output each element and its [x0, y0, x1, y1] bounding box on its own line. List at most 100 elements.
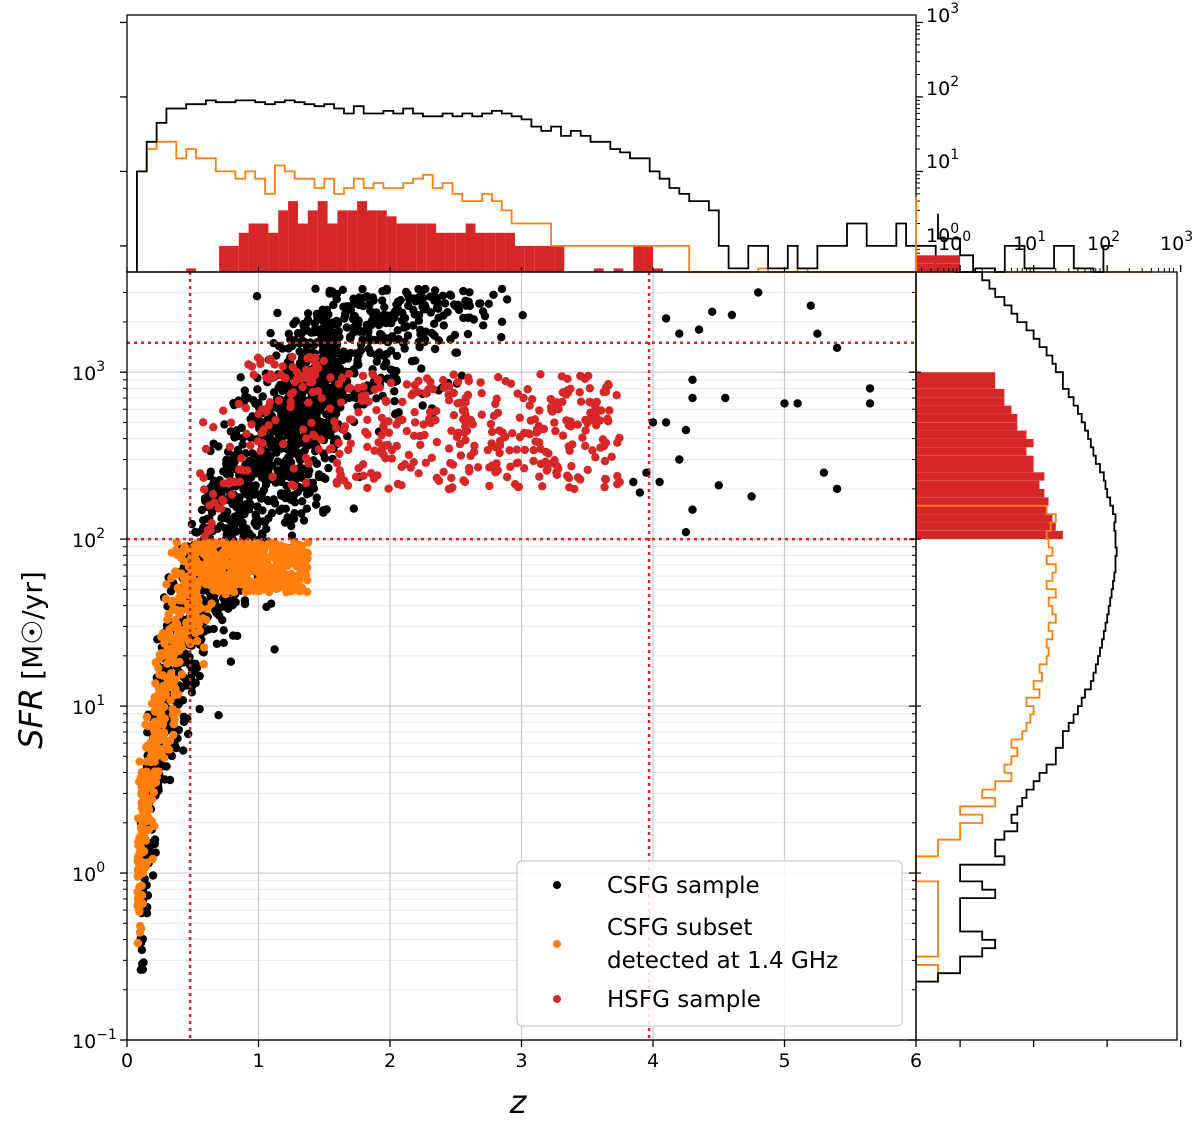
top-hist-bar-hsfg	[367, 210, 377, 272]
csfg-subset-point	[176, 636, 185, 645]
csfg-point	[299, 464, 308, 474]
hsfg-point	[268, 472, 277, 482]
csfg-point	[340, 312, 349, 321]
hsfg-point	[361, 427, 370, 437]
csfg-point	[661, 418, 671, 427]
csfg-point	[252, 292, 262, 301]
csfg-point	[224, 514, 233, 523]
hsfg-point	[208, 489, 218, 499]
hsfg-point	[327, 444, 336, 453]
x-tick-label-2: 2	[384, 1050, 396, 1072]
hsfg-point	[470, 441, 479, 450]
hsfg-point	[491, 443, 500, 452]
legend-marker-csfg	[553, 881, 561, 889]
csfg-point	[403, 331, 413, 340]
top-hist-bar-hsfg	[505, 232, 515, 272]
csfg-point	[283, 456, 293, 465]
csfg-subset-point	[165, 736, 175, 745]
csfg-point	[371, 350, 381, 359]
hsfg-point	[353, 383, 363, 393]
hsfg-point	[548, 459, 557, 468]
hsfg-point	[554, 464, 563, 473]
top-hist-bar-hsfg	[653, 268, 663, 272]
y-tick-label-0: 10−1	[72, 1027, 117, 1053]
csfg-point	[151, 848, 160, 857]
hsfg-point	[398, 397, 407, 407]
top-right-tick-label-2: 102	[926, 74, 959, 100]
hsfg-point	[562, 416, 571, 425]
hsfg-point	[402, 380, 412, 389]
hsfg-point	[536, 425, 545, 434]
csfg-point	[661, 314, 671, 323]
hsfg-point	[546, 403, 556, 412]
csfg-point	[236, 516, 245, 526]
hsfg-point	[529, 456, 538, 466]
csfg-point	[865, 399, 875, 408]
csfg-point	[655, 477, 664, 487]
top-hist-bar-hsfg	[524, 245, 535, 272]
csfg-subset-point	[286, 544, 295, 554]
hsfg-point	[576, 397, 586, 406]
hsfg-point	[446, 459, 455, 468]
top-hist-bar-hsfg	[307, 210, 318, 272]
csfg-point	[430, 344, 440, 354]
hsfg-point	[274, 396, 284, 405]
csfg-subset-point	[173, 628, 183, 638]
csfg-point	[302, 504, 311, 513]
csfg-point	[222, 459, 231, 468]
top-histogram-right-tick-labels: 103 102 101 100	[926, 1, 959, 247]
csfg-point	[480, 311, 490, 321]
hsfg-point	[241, 403, 250, 413]
hsfg-point	[543, 464, 552, 473]
top-hist-bar-hsfg	[386, 216, 397, 272]
hsfg-point	[477, 410, 486, 419]
legend: CSFG sample CSFG subset detected at 1.4 …	[516, 860, 903, 1027]
csfg-point	[245, 529, 254, 538]
csfg-point	[675, 455, 684, 464]
csfg-point	[392, 351, 402, 361]
hsfg-point	[331, 423, 341, 433]
hsfg-point	[515, 432, 525, 442]
csfg-point	[295, 339, 304, 348]
right-histogram-bars	[915, 196, 1118, 983]
csfg-subset-point	[192, 557, 201, 567]
hsfg-point	[398, 415, 407, 424]
right-hist-bar-hsfg	[916, 263, 961, 272]
csfg-point	[230, 432, 239, 441]
csfg-point	[241, 391, 250, 401]
csfg-point	[440, 299, 450, 308]
csfg-point	[714, 481, 723, 490]
csfg-point	[302, 485, 311, 494]
hsfg-point	[384, 417, 393, 426]
hsfg-point	[363, 442, 372, 452]
legend-marker-csfg-subset	[553, 940, 561, 948]
hsfg-point	[432, 437, 442, 447]
hsfg-point	[465, 467, 474, 476]
csfg-subset-point	[154, 694, 163, 703]
hsfg-point	[575, 388, 584, 397]
hsfg-point	[449, 411, 459, 420]
csfg-point	[284, 344, 293, 353]
csfg-point	[430, 319, 439, 328]
csfg-point	[408, 321, 418, 330]
csfg-subset-point	[161, 690, 170, 699]
csfg-point	[463, 329, 473, 339]
hsfg-point	[393, 479, 403, 489]
csfg-point	[300, 446, 309, 455]
csfg-subset-point	[177, 670, 187, 679]
csfg-subset-point	[154, 702, 164, 711]
csfg-subset-point	[160, 753, 169, 762]
csfg-point	[322, 426, 331, 435]
csfg-point	[819, 468, 829, 477]
hsfg-point	[591, 410, 600, 420]
top-hist-bar-hsfg	[633, 245, 644, 272]
hsfg-point	[253, 353, 263, 362]
top-hist-bar-hsfg	[248, 223, 259, 272]
csfg-point	[270, 645, 279, 654]
csfg-point	[747, 492, 756, 501]
csfg-subset-point	[222, 580, 231, 590]
csfg-subset-point	[191, 628, 200, 638]
csfg-point	[290, 498, 300, 507]
csfg-point	[227, 497, 236, 507]
csfg-point	[380, 302, 389, 312]
